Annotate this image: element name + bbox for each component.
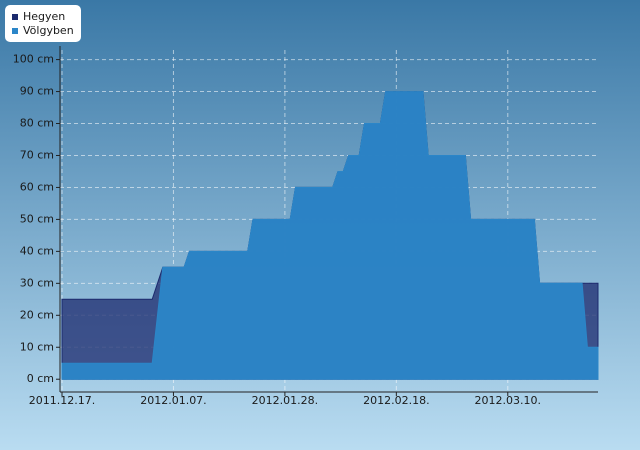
legend-swatch [12, 14, 18, 20]
legend-label: Hegyen [23, 10, 65, 23]
y-tick-label: 40 cm [20, 244, 54, 257]
plot-area: 0 cm 10 cm 20 cm 30 cm 40 cm 50 cm 60 cm 70 cm 8… [13, 46, 599, 407]
y-tick-label: 30 cm [20, 276, 54, 289]
y-tick-label: 90 cm [20, 85, 54, 98]
x-tick-label: 2011.12.17. [29, 394, 95, 407]
legend-label: Völgyben [23, 24, 74, 37]
x-tick-label: 2012.01.28. [252, 394, 318, 407]
y-tick-label: 60 cm [20, 180, 54, 193]
y-tick-label: 70 cm [20, 148, 54, 161]
y-tick-label: 0 cm [27, 372, 54, 385]
y-tick-label: 50 cm [20, 212, 54, 225]
legend-box [5, 5, 81, 42]
legend-swatch [12, 28, 18, 34]
y-tick-label: 80 cm [20, 117, 54, 130]
y-tick-label: 10 cm [20, 340, 54, 353]
x-tick-label: 2012.03.10. [475, 394, 541, 407]
x-tick-label: 2012.02.18. [363, 394, 429, 407]
area [61, 91, 599, 380]
x-tick-label: 2012.01.07. [140, 394, 206, 407]
y-tick-label: 100 cm [13, 53, 54, 66]
y-tick-label: 20 cm [20, 308, 54, 321]
